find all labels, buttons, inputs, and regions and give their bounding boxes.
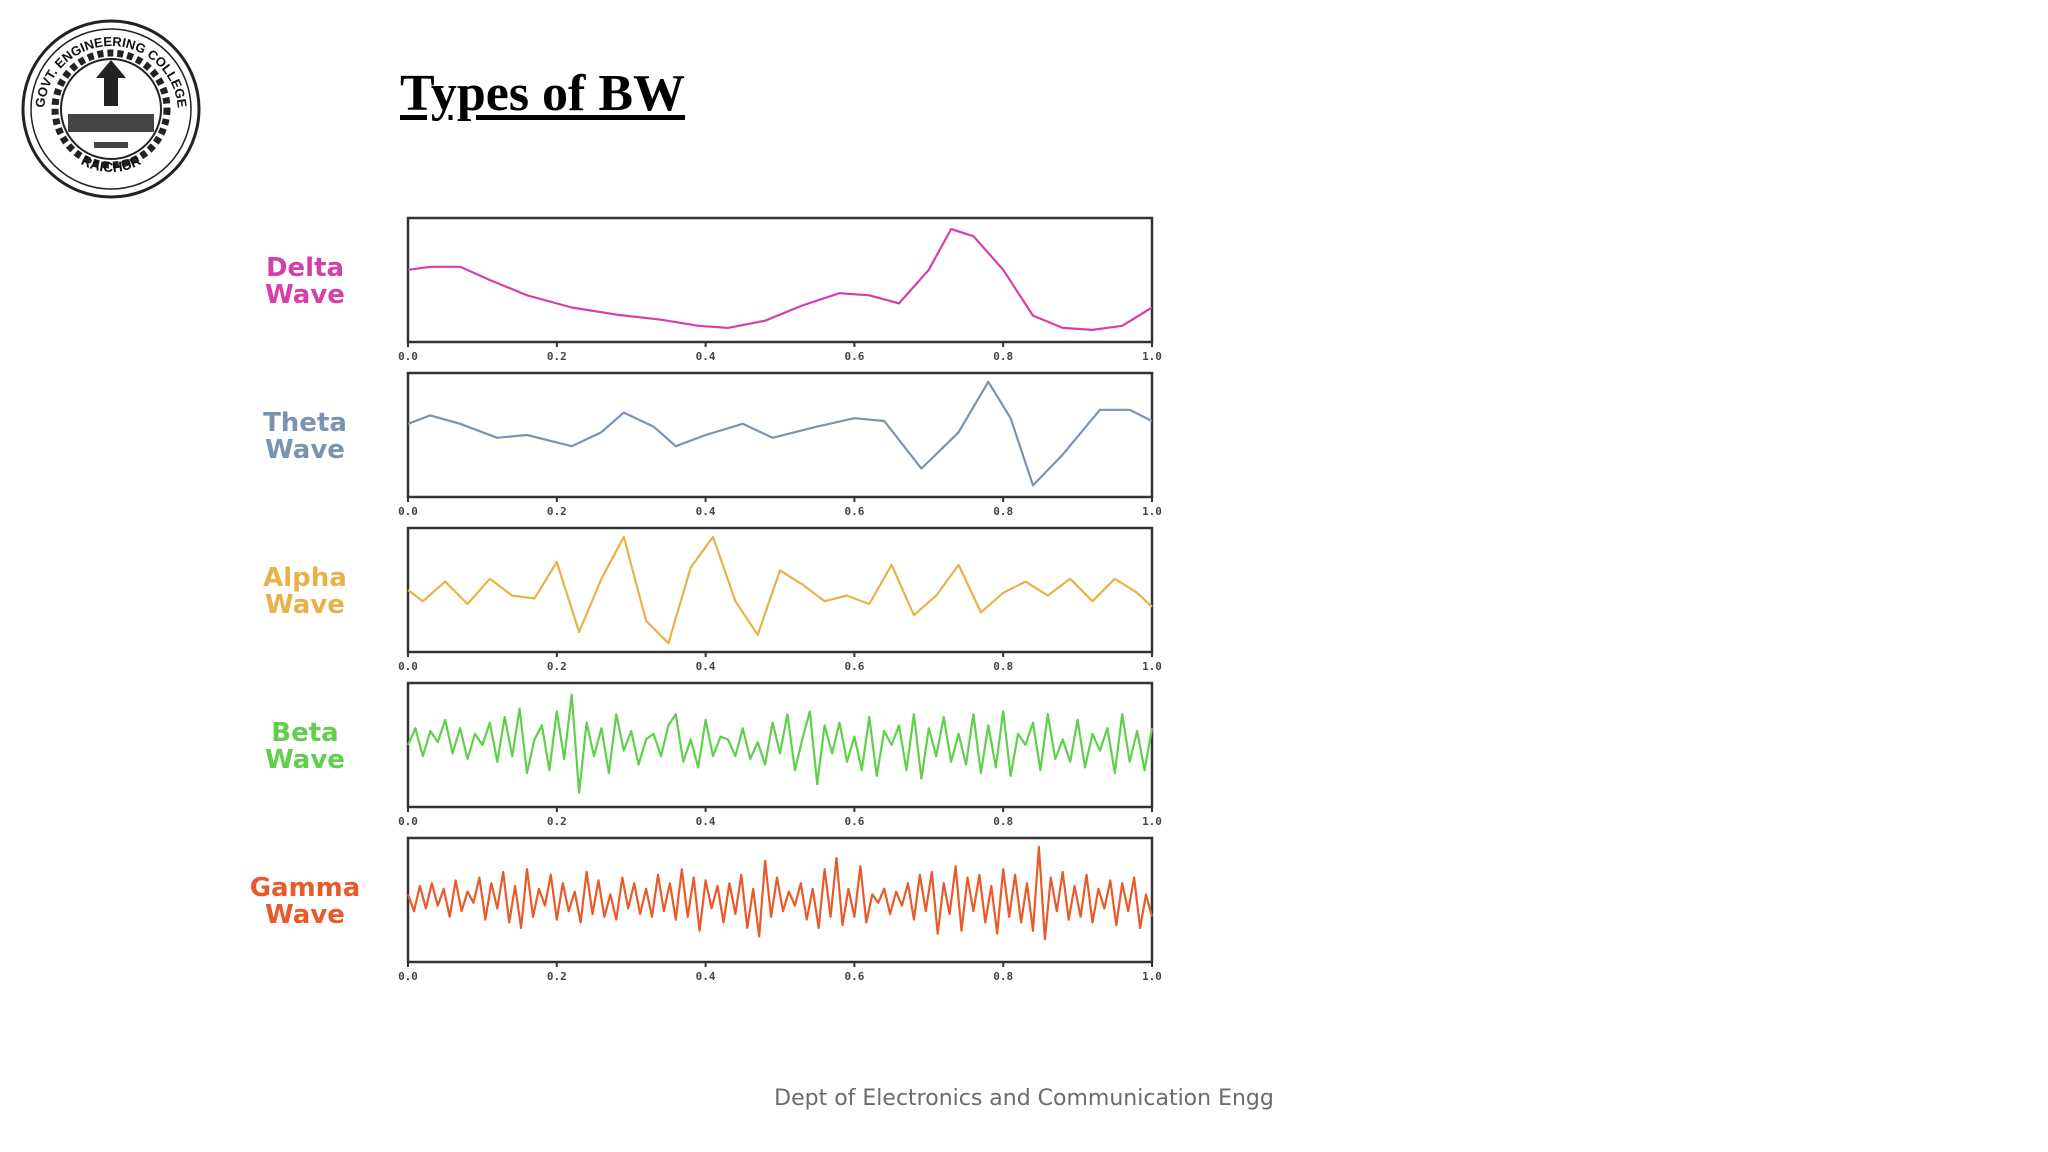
tick-label: 0.8 bbox=[993, 350, 1013, 363]
wave-label: Wave bbox=[265, 590, 345, 620]
tick-label: 0.0 bbox=[398, 350, 418, 363]
tick-label: 0.6 bbox=[844, 505, 864, 518]
wave-line bbox=[406, 845, 1154, 941]
tick-label: 0.4 bbox=[696, 815, 716, 828]
wave-label: Delta bbox=[266, 253, 344, 283]
logo-seal bbox=[21, 19, 201, 199]
tick-label: 1.0 bbox=[1142, 815, 1162, 828]
tick-label: 0.4 bbox=[696, 350, 716, 363]
panel-frame bbox=[406, 216, 1154, 344]
tick-label: 0.2 bbox=[547, 815, 567, 828]
tick-label: 0.8 bbox=[993, 970, 1013, 983]
tick-label: 0.6 bbox=[844, 350, 864, 363]
college-logo: GOVT. ENGINEERING COLLEGE RAICHUR bbox=[16, 18, 206, 200]
wave-label: Gamma bbox=[250, 873, 361, 903]
tick-label: 0.2 bbox=[547, 350, 567, 363]
wave-label: Wave bbox=[265, 280, 345, 310]
tick-label: 0.4 bbox=[696, 505, 716, 518]
logo-ring-text-bottom: RAICHUR bbox=[79, 152, 143, 175]
tick-label: 1.0 bbox=[1142, 970, 1162, 983]
wave-label: Theta bbox=[263, 408, 347, 438]
tick-label: 0.6 bbox=[844, 660, 864, 673]
wave-label: Wave bbox=[265, 900, 345, 930]
tick-label: 0.2 bbox=[547, 505, 567, 518]
tick-label: 1.0 bbox=[1142, 505, 1162, 518]
tick-label: 1.0 bbox=[1142, 660, 1162, 673]
panel-frame bbox=[406, 526, 1154, 654]
panel-frame bbox=[406, 681, 1154, 809]
wave-line bbox=[407, 380, 1153, 487]
tick-label: 0.0 bbox=[398, 970, 418, 983]
wave-line bbox=[407, 228, 1153, 331]
wave-label: Wave bbox=[265, 435, 345, 465]
tick-label: 0.0 bbox=[398, 815, 418, 828]
wave-label: Wave bbox=[265, 745, 345, 775]
tick-label: 0.0 bbox=[398, 505, 418, 518]
tick-label: 0.6 bbox=[844, 970, 864, 983]
tick-label: 0.8 bbox=[993, 660, 1013, 673]
slide-footer: Dept of Electronics and Communication En… bbox=[774, 1086, 1274, 1111]
tick-label: 0.4 bbox=[696, 660, 716, 673]
wave-line bbox=[406, 693, 1154, 794]
tick-label: 0.8 bbox=[993, 505, 1013, 518]
wave-label: Alpha bbox=[263, 563, 347, 593]
tick-label: 0.4 bbox=[696, 970, 716, 983]
tick-label: 0.6 bbox=[844, 815, 864, 828]
slide-title: Types of BW bbox=[400, 65, 686, 122]
tick-label: 0.0 bbox=[398, 660, 418, 673]
wave-line bbox=[407, 535, 1153, 645]
wave-label: Beta bbox=[271, 718, 338, 748]
tick-label: 0.2 bbox=[547, 660, 567, 673]
tick-label: 0.8 bbox=[993, 815, 1013, 828]
tick-label: 1.0 bbox=[1142, 350, 1162, 363]
tick-label: 0.2 bbox=[547, 970, 567, 983]
